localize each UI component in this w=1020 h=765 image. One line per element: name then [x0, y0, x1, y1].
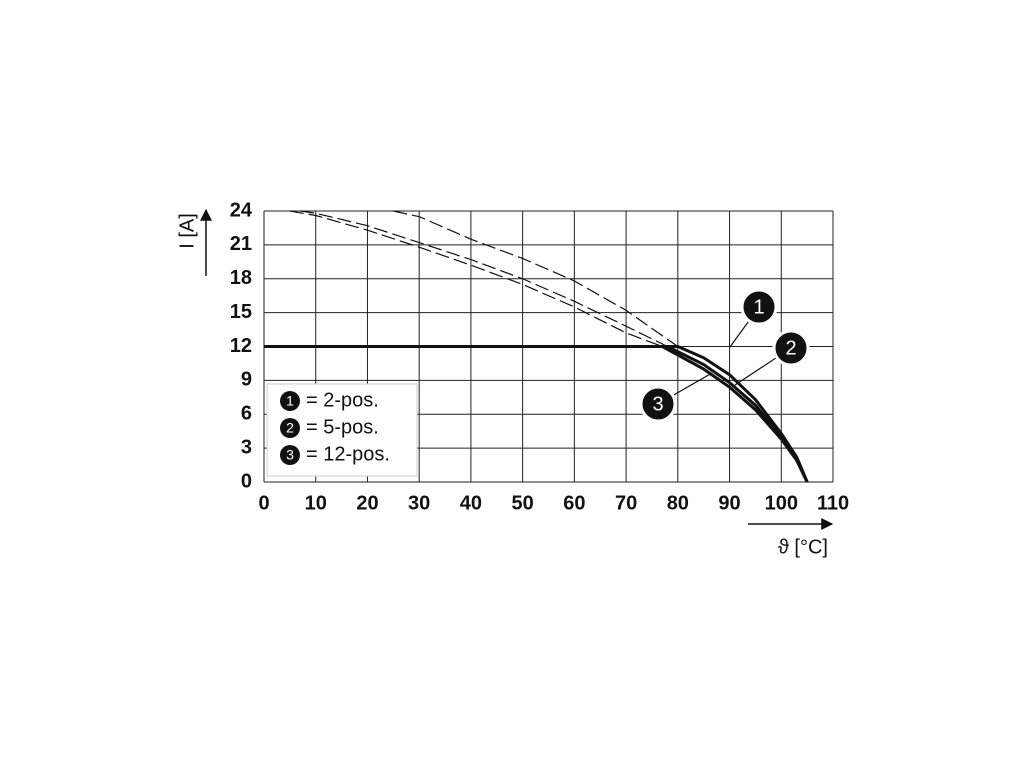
- y-tick-label: 24: [230, 199, 253, 221]
- x-tick-label: 100: [765, 492, 798, 514]
- x-tick-label: 30: [408, 492, 430, 514]
- legend-marker-label: 2: [286, 420, 294, 436]
- legend-marker: [280, 445, 300, 465]
- y-tick-label: 3: [241, 436, 252, 458]
- x-tick-label: 70: [615, 492, 637, 514]
- callout: [772, 329, 810, 367]
- callout: [639, 385, 677, 423]
- y-tick-label: 0: [241, 470, 252, 492]
- legend-marker: [280, 418, 300, 438]
- legend-marker-label: 1: [286, 393, 294, 409]
- legend-label: = 5-pos.: [306, 416, 379, 438]
- dashed-line: [289, 210, 663, 348]
- x-tick-label: 20: [356, 492, 378, 514]
- x-tick-label: 80: [667, 492, 689, 514]
- legend-marker: [280, 391, 300, 411]
- y-tick-label: 15: [230, 301, 252, 323]
- x-axis-label: ϑ [°C]: [778, 536, 828, 558]
- legend-marker-label: 3: [286, 447, 294, 463]
- x-tick-label: 10: [305, 492, 327, 514]
- line: [264, 345, 809, 483]
- callout-label: 1: [753, 296, 764, 318]
- x-tick-label: 110: [817, 492, 849, 514]
- legend-label: = 2-pos.: [306, 389, 379, 411]
- callout: [740, 288, 778, 326]
- callout-label: 3: [652, 393, 663, 415]
- legend: 1 = 2-pos. 2 = 5-pos. 3 = 12-pos.: [266, 383, 418, 477]
- x-tick-label: 0: [258, 492, 269, 514]
- y-tick-label: 9: [241, 369, 252, 391]
- x-tick-label: 40: [460, 492, 482, 514]
- legend-label: = 12-pos.: [306, 443, 390, 465]
- y-axis-label: I [A]: [176, 213, 198, 249]
- dashed-line: [393, 210, 679, 347]
- y-tick-label: 18: [230, 267, 252, 289]
- x-tick-label: 90: [718, 492, 740, 514]
- dashed-line: [300, 210, 668, 348]
- y-tick-label: 6: [241, 403, 252, 425]
- y-tick-label: 21: [230, 233, 252, 255]
- callout-label: 2: [785, 337, 796, 359]
- x-tick-label: 50: [512, 492, 534, 514]
- x-tick-label: 60: [563, 492, 585, 514]
- y-tick-label: 12: [230, 335, 252, 357]
